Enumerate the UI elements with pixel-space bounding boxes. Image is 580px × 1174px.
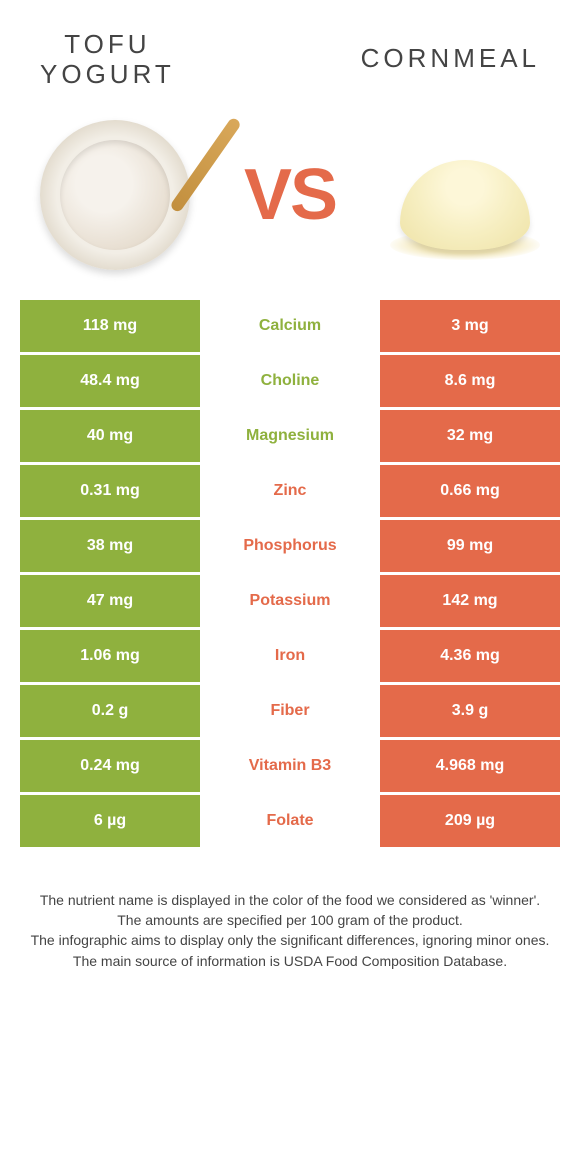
table-row: 1.06 mgIron4.36 mg <box>20 630 560 685</box>
cell-left-value: 1.06 mg <box>20 630 200 682</box>
cell-nutrient-name: Folate <box>200 795 380 847</box>
cell-right-value: 4.36 mg <box>380 630 560 682</box>
cell-left-value: 40 mg <box>20 410 200 462</box>
title-left: TOFU YOGURT <box>40 30 175 90</box>
vs-label: VS <box>244 154 336 236</box>
footer-line1: The nutrient name is displayed in the co… <box>30 890 550 910</box>
cell-nutrient-name: Phosphorus <box>200 520 380 572</box>
nutrient-table: 118 mgCalcium3 mg48.4 mgCholine8.6 mg40 … <box>20 300 560 850</box>
cornmeal-image <box>390 120 540 270</box>
header: TOFU YOGURT CORNMEAL <box>0 0 580 100</box>
cell-left-value: 118 mg <box>20 300 200 352</box>
cell-right-value: 209 µg <box>380 795 560 847</box>
table-row: 0.31 mgZinc0.66 mg <box>20 465 560 520</box>
cell-left-value: 47 mg <box>20 575 200 627</box>
table-row: 118 mgCalcium3 mg <box>20 300 560 355</box>
cell-nutrient-name: Calcium <box>200 300 380 352</box>
cell-right-value: 32 mg <box>380 410 560 462</box>
cell-left-value: 6 µg <box>20 795 200 847</box>
footer-line3: The infographic aims to display only the… <box>30 930 550 950</box>
cell-right-value: 99 mg <box>380 520 560 572</box>
cell-left-value: 0.24 mg <box>20 740 200 792</box>
footer-line4: The main source of information is USDA F… <box>30 951 550 971</box>
title-left-line1: TOFU <box>40 30 175 60</box>
cell-right-value: 142 mg <box>380 575 560 627</box>
table-row: 0.24 mgVitamin B34.968 mg <box>20 740 560 795</box>
cell-nutrient-name: Vitamin B3 <box>200 740 380 792</box>
tofu-yogurt-image <box>40 120 190 270</box>
cell-right-value: 8.6 mg <box>380 355 560 407</box>
footer-line2: The amounts are specified per 100 gram o… <box>30 910 550 930</box>
table-row: 40 mgMagnesium32 mg <box>20 410 560 465</box>
hero-images: VS <box>0 100 580 300</box>
cell-nutrient-name: Zinc <box>200 465 380 517</box>
cell-left-value: 38 mg <box>20 520 200 572</box>
table-row: 48.4 mgCholine8.6 mg <box>20 355 560 410</box>
title-right: CORNMEAL <box>361 44 540 74</box>
table-row: 47 mgPotassium142 mg <box>20 575 560 630</box>
footer-notes: The nutrient name is displayed in the co… <box>0 850 580 971</box>
table-row: 38 mgPhosphorus99 mg <box>20 520 560 575</box>
cell-nutrient-name: Fiber <box>200 685 380 737</box>
cell-left-value: 0.31 mg <box>20 465 200 517</box>
cell-right-value: 3 mg <box>380 300 560 352</box>
cell-left-value: 0.2 g <box>20 685 200 737</box>
cell-nutrient-name: Choline <box>200 355 380 407</box>
title-left-line2: YOGURT <box>40 60 175 90</box>
cell-nutrient-name: Magnesium <box>200 410 380 462</box>
table-row: 0.2 gFiber3.9 g <box>20 685 560 740</box>
cell-right-value: 3.9 g <box>380 685 560 737</box>
cell-nutrient-name: Iron <box>200 630 380 682</box>
cell-right-value: 0.66 mg <box>380 465 560 517</box>
table-row: 6 µgFolate209 µg <box>20 795 560 850</box>
cell-left-value: 48.4 mg <box>20 355 200 407</box>
cell-right-value: 4.968 mg <box>380 740 560 792</box>
cell-nutrient-name: Potassium <box>200 575 380 627</box>
